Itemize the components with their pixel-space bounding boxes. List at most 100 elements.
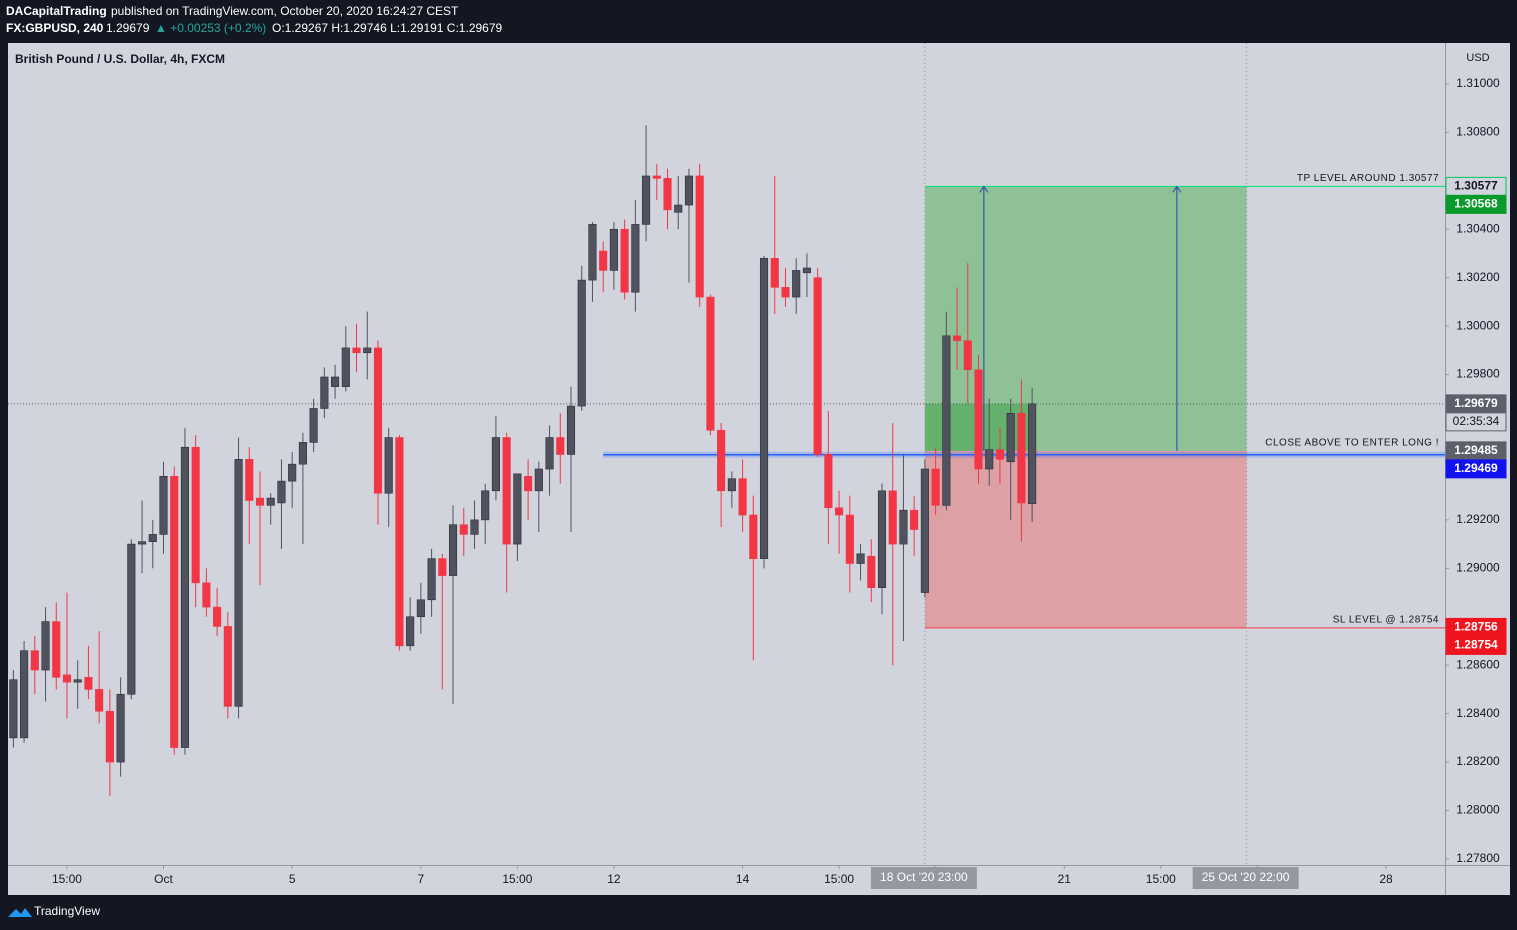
y-tick-label: 1.29800: [1456, 367, 1500, 381]
y-tick-label: 1.31000: [1456, 76, 1500, 90]
x-tick-label: Oct: [154, 872, 173, 886]
candle-body: [202, 582, 211, 608]
candle-body: [588, 224, 597, 281]
candle-body: [62, 674, 72, 683]
candle-body: [127, 543, 136, 695]
brand[interactable]: TradingView: [34, 904, 100, 918]
x-tick-label: 28: [1379, 872, 1393, 886]
candle-body: [663, 178, 672, 211]
x-tick-label: 15:00: [502, 872, 532, 886]
candle-body: [363, 347, 372, 354]
sl-label: SL LEVEL @ 1.28754: [1333, 615, 1439, 626]
candle-body: [148, 534, 157, 542]
candle-body: [652, 175, 661, 179]
candle-body: [963, 340, 972, 371]
price-label: 1.28754: [1454, 638, 1498, 652]
candle-body: [384, 437, 393, 494]
change: ▲ +0.00253 (+0.2%): [155, 21, 266, 35]
candle-body: [534, 468, 543, 492]
candle-body: [352, 347, 361, 354]
price-label-bg: [1445, 635, 1507, 655]
arrow-head: [1172, 185, 1182, 193]
candle-body: [781, 287, 790, 298]
candle-body: [137, 541, 147, 545]
published: published on TradingView.com, October 20…: [111, 4, 459, 18]
x-tick-label: 15:00: [824, 872, 854, 886]
candle-body: [920, 468, 929, 593]
candle-body: [695, 175, 704, 298]
y-tick-label: 1.30000: [1456, 318, 1500, 332]
candle-body: [995, 449, 1005, 460]
chart-bg: [8, 43, 1510, 895]
candle-body: [95, 689, 104, 712]
candle-body: [255, 497, 265, 506]
candle-body: [706, 296, 715, 431]
x-tick-label: 7: [418, 872, 425, 886]
candle-body: [770, 258, 779, 288]
candle-body: [759, 258, 769, 559]
candle-body: [717, 429, 726, 492]
candle-body: [899, 509, 908, 545]
candle-body: [513, 473, 522, 545]
price-label: 1.29485: [1454, 443, 1498, 457]
candle-body: [631, 224, 640, 293]
candle-body: [738, 478, 747, 516]
candle-body: [448, 524, 458, 576]
author[interactable]: DACapitalTrading: [6, 4, 107, 18]
tp-label: TP LEVEL AROUND 1.30577: [1297, 173, 1439, 184]
candle-body: [642, 175, 651, 225]
candle-body: [20, 650, 29, 739]
price-label-bg: [1445, 194, 1507, 214]
ohlc: O:1.29267 H:1.29746 L:1.29191 C:1.29679: [272, 21, 503, 35]
candle-body: [888, 490, 897, 545]
candle-body: [41, 621, 50, 671]
currency: USD: [1466, 52, 1489, 64]
candle-body: [481, 490, 490, 521]
candle-body: [30, 650, 39, 671]
crosshair-label: 18 Oct '20 23:00: [880, 870, 968, 884]
entry-label: CLOSE ABOVE TO ENTER LONG !: [1265, 437, 1439, 448]
candle-body: [599, 250, 608, 271]
candle-body: [427, 558, 436, 601]
price-label-bg: [1445, 459, 1507, 479]
candle-body: [84, 677, 93, 690]
y-tick-label: 1.27800: [1456, 851, 1500, 865]
candle-body: [684, 175, 694, 206]
candle-body: [277, 480, 286, 504]
chart-title: British Pound / U.S. Dollar, 4h, FXCM: [15, 52, 225, 66]
candle-body: [877, 490, 887, 588]
candle-body: [545, 437, 554, 470]
y-tick-label: 1.29200: [1456, 512, 1500, 526]
candle-body: [856, 553, 865, 564]
crosshair-label-bg: [1192, 867, 1299, 889]
countdown-bg: [1445, 412, 1507, 432]
candle-body: [931, 468, 940, 506]
symbol: FX:GBPUSD, 240: [6, 21, 104, 35]
logo: [8, 908, 32, 917]
crosshair-label: 25 Oct '20 22:00: [1202, 870, 1290, 884]
candle-body: [524, 475, 533, 492]
x-tick-label: 15:00: [52, 872, 82, 886]
candle-body: [341, 347, 350, 387]
candle-body: [320, 376, 329, 409]
candle-body: [1017, 413, 1026, 504]
x-tick-label: 5: [289, 872, 296, 886]
candle-body: [116, 693, 125, 763]
candle-body: [288, 463, 297, 482]
candle-body: [234, 459, 243, 707]
last: 1.29679: [106, 21, 150, 35]
candle-body: [73, 679, 82, 683]
candle-body: [609, 228, 618, 271]
candle-body: [1006, 413, 1015, 463]
y-tick-label: 1.28600: [1456, 657, 1500, 671]
candle-body: [406, 616, 415, 647]
candle-body: [245, 459, 254, 501]
candle-body: [170, 475, 179, 748]
x-tick-label: 14: [736, 872, 750, 886]
sl-zone: [924, 450, 1247, 628]
candle-body: [309, 408, 318, 443]
candle-body: [802, 267, 811, 274]
candle-body: [835, 507, 844, 516]
candle-body: [395, 437, 404, 647]
